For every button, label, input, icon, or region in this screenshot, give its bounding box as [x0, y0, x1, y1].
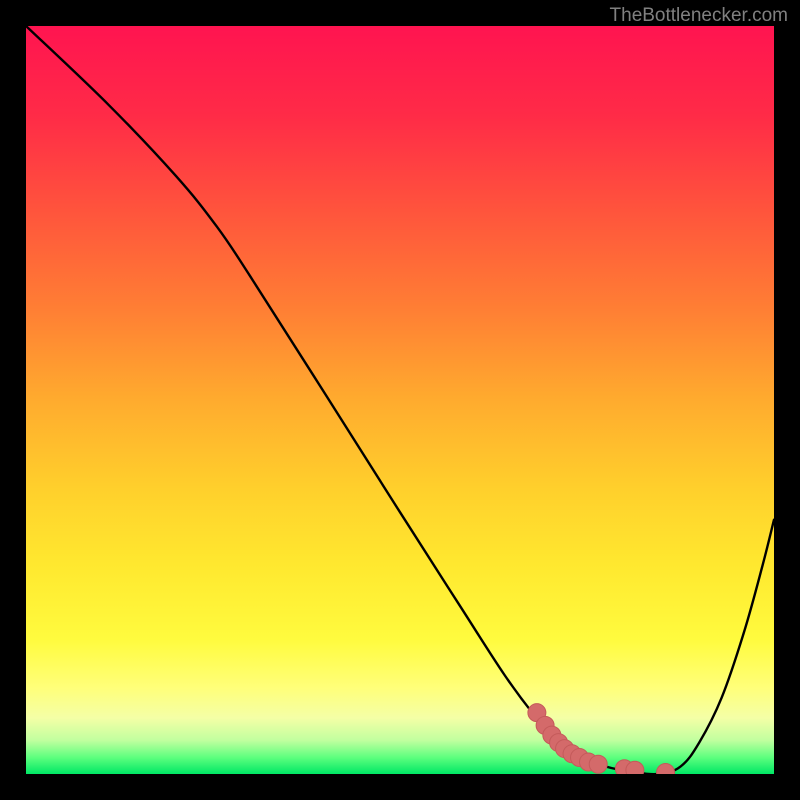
data-marker: [589, 755, 607, 773]
watermark-text: TheBottlenecker.com: [610, 5, 788, 27]
chart-frame: TheBottlenecker.com: [0, 0, 800, 800]
data-marker: [626, 761, 644, 774]
plot-area: [26, 26, 774, 774]
chart-svg: [26, 26, 774, 774]
gradient-background: [26, 26, 774, 774]
